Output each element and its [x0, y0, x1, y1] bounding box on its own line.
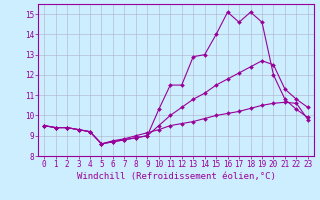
- X-axis label: Windchill (Refroidissement éolien,°C): Windchill (Refroidissement éolien,°C): [76, 172, 276, 181]
